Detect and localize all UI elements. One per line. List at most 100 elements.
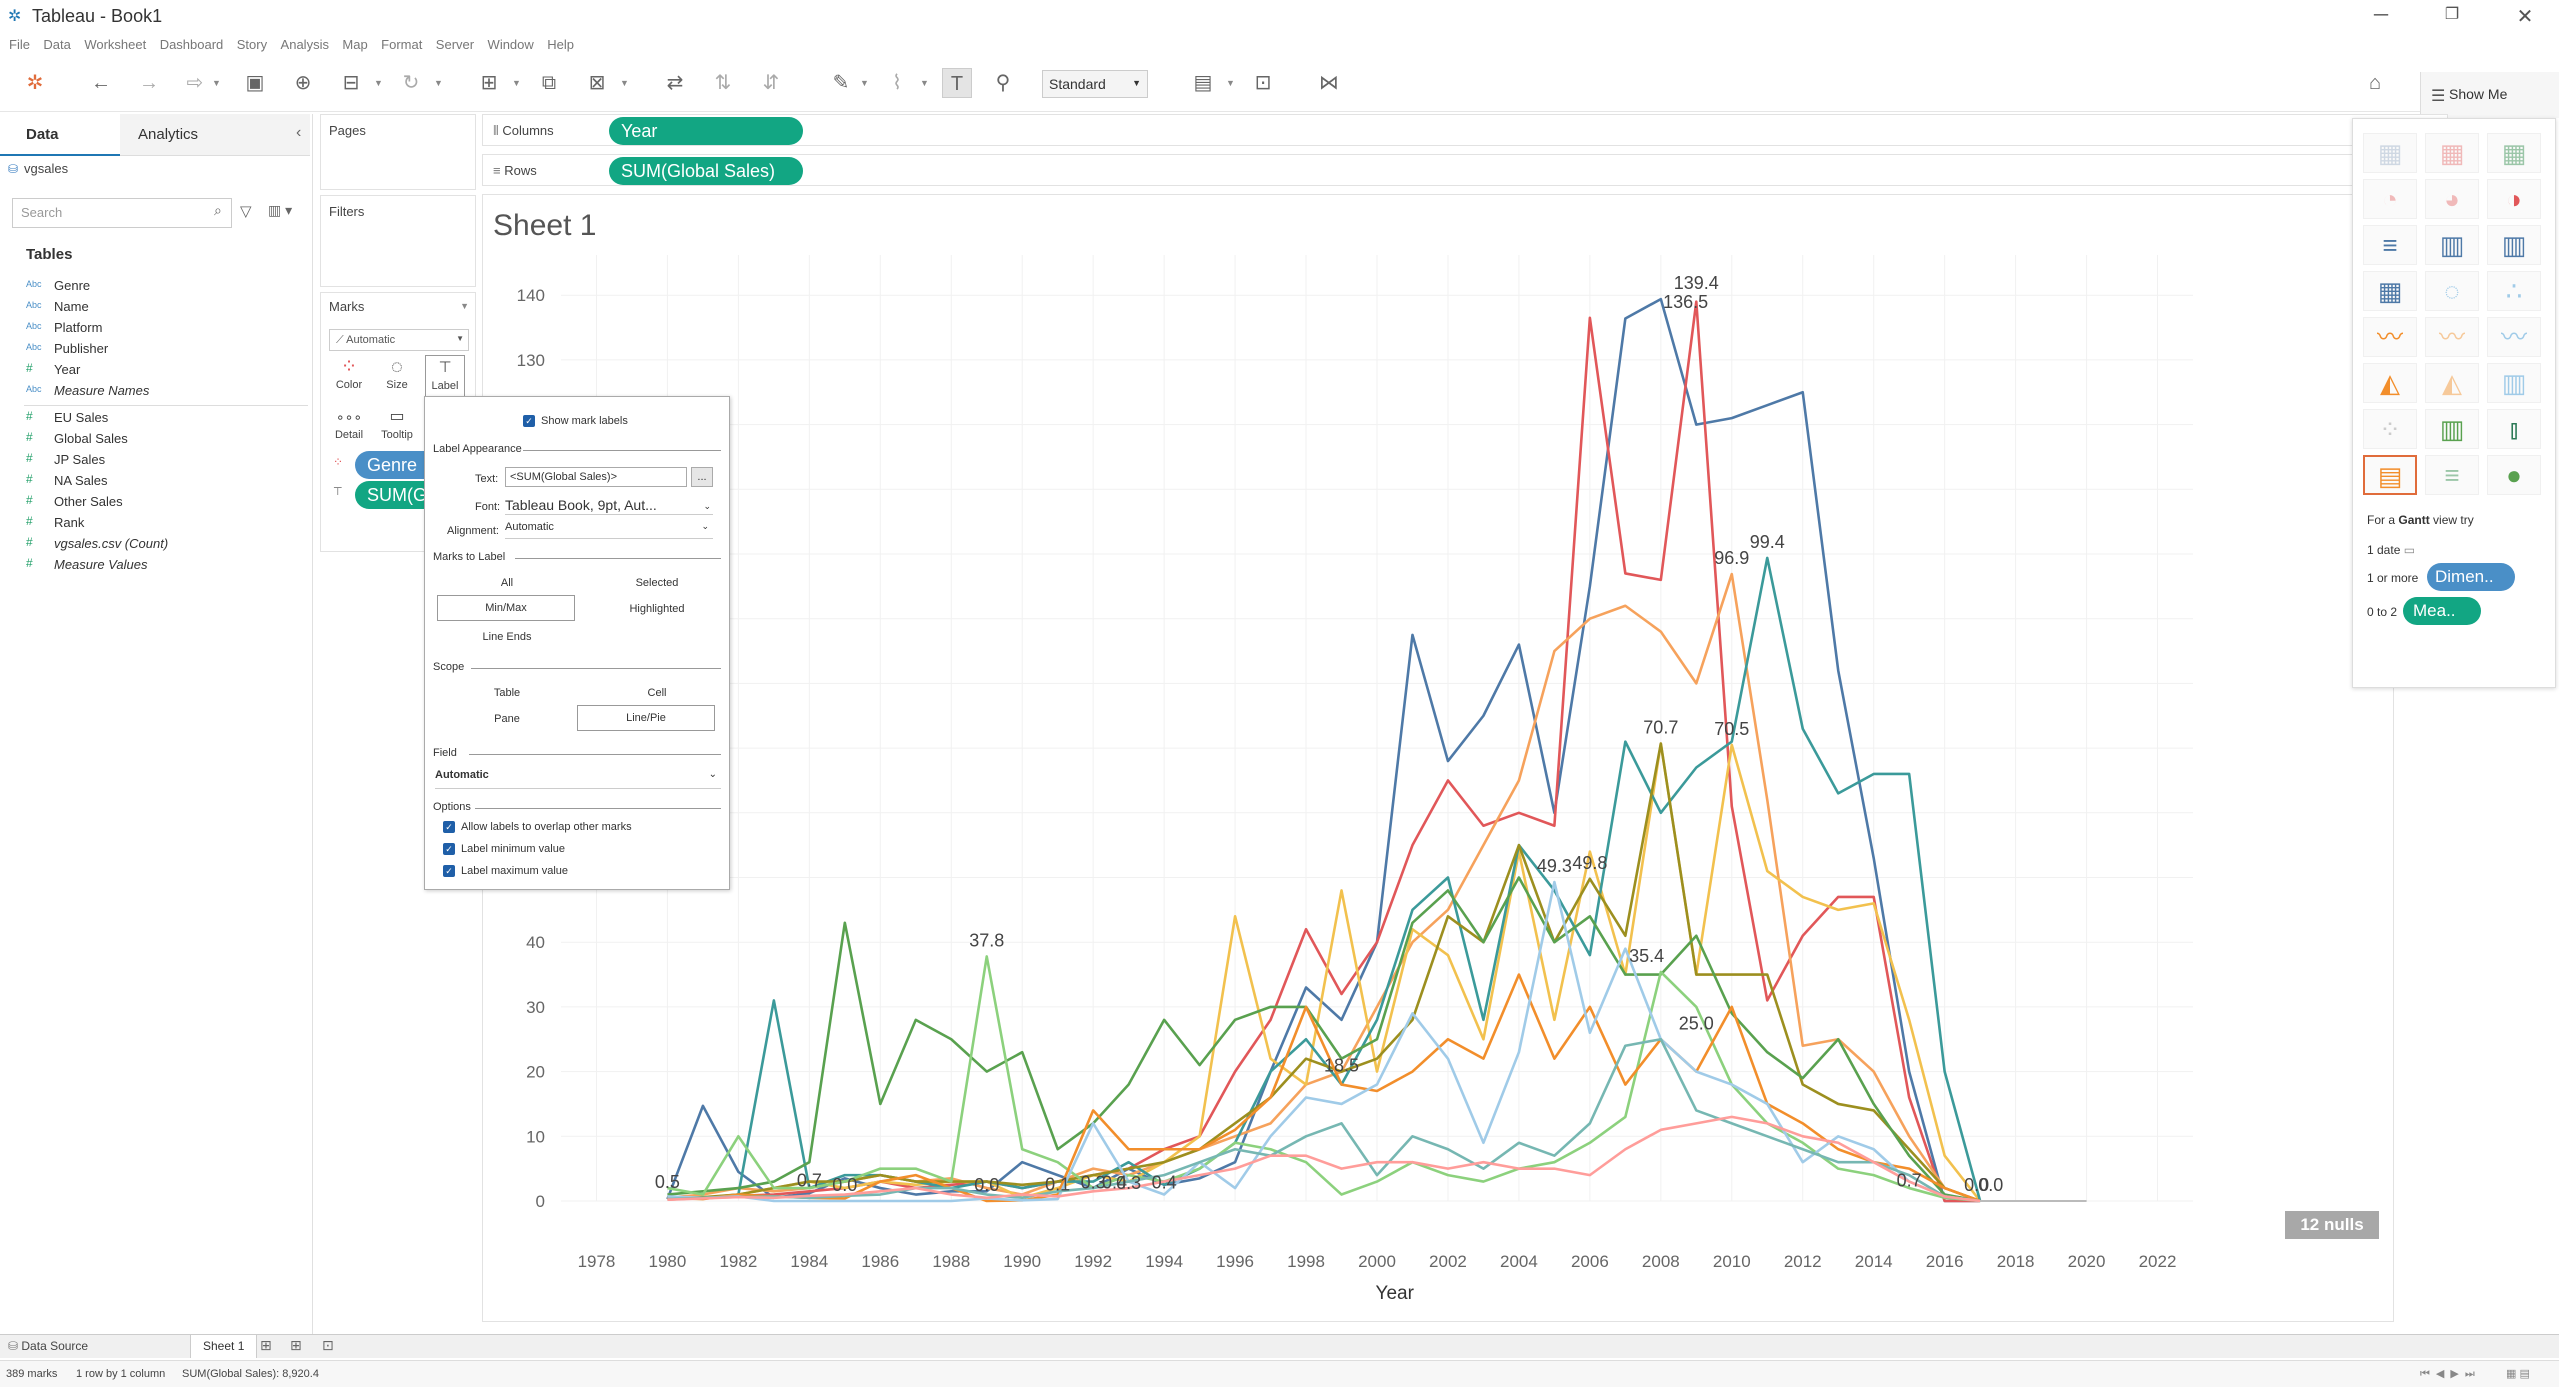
- show-me-histogram-icon[interactable]: ▥: [2425, 409, 2479, 449]
- series-line-4[interactable]: [667, 742, 1982, 1202]
- view-options-icon[interactable]: ▥ ▾: [268, 202, 293, 218]
- replay-dropdown-icon[interactable]: ▼: [212, 78, 221, 88]
- chevron-down-icon[interactable]: ⌄: [703, 501, 711, 511]
- clear-sheet-icon[interactable]: ⊠: [588, 72, 606, 94]
- clear-dropdown-icon[interactable]: ▼: [620, 78, 629, 88]
- series-line-8[interactable]: [667, 955, 1981, 1203]
- allow-overlap-checkbox[interactable]: ✓: [443, 821, 455, 833]
- sort-ascending-icon[interactable]: ⇅: [714, 72, 732, 94]
- series-line-1[interactable]: [666, 297, 1981, 1203]
- sheet-sorter-icon[interactable]: ▦ ▤: [2506, 1368, 2530, 1380]
- sort-descending-icon[interactable]: ⇵: [762, 72, 780, 94]
- new-worksheet-dropdown-icon[interactable]: ▼: [512, 78, 521, 88]
- alignment-select[interactable]: Automatic ⌄: [505, 521, 713, 539]
- text-field[interactable]: <SUM(Global Sales)>: [505, 467, 687, 487]
- edit-text-button[interactable]: ...: [691, 467, 713, 487]
- show-me-side-by-side-bars-icon[interactable]: ▥: [2487, 225, 2541, 265]
- fit-select[interactable]: Standard ▼: [1042, 70, 1148, 98]
- option-minmax[interactable]: Min/Max: [437, 595, 575, 621]
- option-highlighted[interactable]: Highlighted: [629, 603, 685, 615]
- show-me-horizontal-bars-icon[interactable]: ≡: [2363, 225, 2417, 265]
- year-pill[interactable]: Year: [609, 117, 803, 145]
- menu-worksheet[interactable]: Worksheet: [84, 37, 147, 52]
- line-chart[interactable]: 0 10 20 30 40 130 140 1978 1980 1982 1984 1986 1988 1…: [483, 195, 2393, 1321]
- show-me-heat-map-icon[interactable]: ▦: [2425, 133, 2479, 173]
- show-me-gantt-icon[interactable]: ▤: [2363, 455, 2417, 495]
- show-me-lines-discrete-icon[interactable]: 〰: [2425, 317, 2479, 357]
- group-members-icon[interactable]: ⌇: [892, 72, 902, 94]
- show-me-filled-map-icon[interactable]: ◕: [2425, 179, 2479, 219]
- replay-icon[interactable]: ⇨: [186, 72, 204, 94]
- series-line-7[interactable]: [667, 876, 1981, 1203]
- detail-button[interactable]: ∘∘∘ Detail: [329, 405, 369, 449]
- menu-file[interactable]: File: [9, 37, 30, 52]
- redo-icon[interactable]: →: [139, 72, 159, 94]
- series-line-5[interactable]: [667, 556, 1982, 1202]
- series-line-6[interactable]: [667, 742, 1981, 1203]
- show-me-circle-views-icon[interactable]: ◌: [2425, 271, 2479, 311]
- tab-analytics[interactable]: Analytics: [120, 114, 310, 156]
- save-icon[interactable]: ▣: [245, 72, 265, 94]
- menu-server[interactable]: Server: [435, 37, 475, 52]
- menu-window[interactable]: Window: [487, 37, 534, 52]
- label-min-checkbox[interactable]: ✓: [443, 843, 455, 855]
- show-mark-labels-icon[interactable]: T: [942, 68, 972, 98]
- option-selected[interactable]: Selected: [635, 577, 679, 589]
- pages-card[interactable]: Pages: [320, 114, 476, 190]
- series-line-9[interactable]: [667, 973, 1981, 1203]
- sheet-title[interactable]: Sheet 1: [493, 209, 597, 242]
- pause-updates-icon[interactable]: ⊟: [342, 72, 360, 94]
- format-painter-icon[interactable]: ⌂: [2368, 72, 2382, 94]
- option-line-ends[interactable]: Line Ends: [482, 631, 532, 643]
- swap-rows-columns-icon[interactable]: ⇄: [666, 72, 684, 94]
- size-button[interactable]: ◌ Size: [377, 355, 417, 399]
- show-me-text-table-icon[interactable]: ▦: [2363, 133, 2417, 173]
- search-input[interactable]: Search: [12, 198, 232, 228]
- color-button[interactable]: ⁘ Color: [329, 355, 369, 399]
- show-me-area-continuous-icon[interactable]: ◭: [2363, 363, 2417, 403]
- search-icon[interactable]: ⌕: [214, 202, 222, 218]
- menu-map[interactable]: Map: [342, 37, 368, 52]
- restore-icon[interactable]: ❐: [2444, 6, 2460, 23]
- show-cards-icon[interactable]: ▤: [1193, 72, 1213, 94]
- option-pane[interactable]: Pane: [494, 713, 520, 725]
- show-me-pie-icon[interactable]: ◑: [2487, 179, 2541, 219]
- show-me-scatter-icon[interactable]: ⁘: [2363, 409, 2417, 449]
- tableau-home-icon[interactable]: ✲: [26, 72, 44, 94]
- show-me-stacked-bars-icon[interactable]: ▥: [2425, 225, 2479, 265]
- close-icon[interactable]: ✕: [2516, 6, 2534, 28]
- minimize-icon[interactable]: ─: [2373, 4, 2389, 26]
- field-select[interactable]: Automatic ⌄: [435, 769, 721, 789]
- filter-icon[interactable]: ▽: [240, 203, 252, 220]
- menu-analysis[interactable]: Analysis: [280, 37, 329, 52]
- font-select[interactable]: Tableau Book, 9pt, Aut...: [505, 497, 713, 515]
- option-all[interactable]: All: [500, 577, 514, 589]
- menu-help[interactable]: Help: [547, 37, 574, 52]
- show-me-dual-lines-icon[interactable]: 〰: [2487, 317, 2541, 357]
- new-worksheet-tab-icon[interactable]: ⊞: [260, 1337, 272, 1353]
- show-mark-labels-checkbox[interactable]: ✓: [523, 415, 535, 427]
- fix-axes-icon[interactable]: ⚲: [995, 72, 1011, 94]
- show-me-tab[interactable]: ☰ Show Me: [2420, 72, 2559, 118]
- marks-menu-icon[interactable]: ▼: [460, 301, 469, 311]
- nulls-badge[interactable]: 12 nulls: [2285, 1211, 2379, 1239]
- datasource-name[interactable]: vgsales: [24, 161, 69, 176]
- option-line-pie[interactable]: Line/Pie: [577, 705, 715, 731]
- highlight-dropdown-icon[interactable]: ▼: [860, 78, 869, 88]
- duplicate-icon[interactable]: ⧉: [541, 72, 557, 94]
- new-story-tab-icon[interactable]: ⊡: [322, 1337, 334, 1353]
- show-me-symbol-map-icon[interactable]: ◔: [2363, 179, 2417, 219]
- new-data-source-icon[interactable]: ⊕: [294, 72, 312, 94]
- data-source-tab[interactable]: ⛁ Data Source: [8, 1339, 88, 1353]
- show-me-treemap-icon[interactable]: ▦: [2363, 271, 2417, 311]
- series-line-11[interactable]: [667, 1037, 1981, 1203]
- series-line-3[interactable]: [667, 572, 1981, 1203]
- menu-story[interactable]: Story: [236, 37, 268, 52]
- show-me-lines-continuous-icon[interactable]: 〰: [2363, 317, 2417, 357]
- menu-format[interactable]: Format: [381, 37, 423, 52]
- collapse-pane-icon[interactable]: ‹: [296, 124, 302, 141]
- series-line-10[interactable]: [667, 880, 1981, 1203]
- new-worksheet-icon[interactable]: ⊞: [480, 72, 498, 94]
- columns-shelf[interactable]: ⦀ Columns Year: [482, 114, 2448, 146]
- presentation-mode-icon[interactable]: ⊡: [1254, 72, 1272, 94]
